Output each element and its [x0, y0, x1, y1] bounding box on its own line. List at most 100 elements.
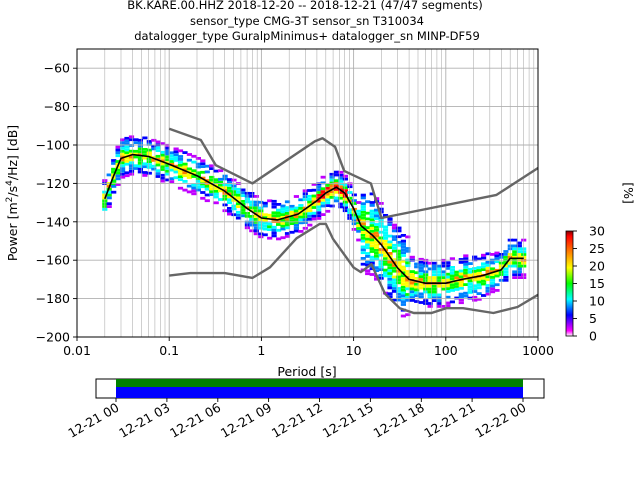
histogram-cell: [516, 256, 522, 259]
histogram-cell: [142, 156, 148, 160]
histogram-cell: [177, 175, 184, 179]
histogram-cell: [142, 171, 148, 174]
histogram-cell: [503, 270, 509, 274]
histogram-cell: [405, 293, 411, 296]
histogram-cell: [440, 261, 447, 265]
histogram-cell: [423, 290, 429, 294]
histogram-cell: [382, 228, 389, 232]
histogram-cell: [191, 175, 197, 178]
histogram-cell: [164, 172, 170, 176]
histogram-cell: [485, 278, 491, 282]
timeline-tick-label: 12-21 12: [269, 400, 325, 441]
histogram-cell: [231, 213, 237, 217]
histogram-cell: [289, 204, 295, 208]
histogram-cell: [191, 183, 197, 187]
histogram-cell: [155, 160, 161, 164]
histogram-cell: [142, 153, 148, 157]
histogram-cell: [293, 215, 299, 218]
histogram-cell: [262, 201, 268, 205]
histogram-cell: [249, 217, 255, 221]
histogram-cell: [271, 225, 277, 229]
histogram-cell: [489, 253, 496, 256]
histogram-cell: [231, 184, 237, 188]
histogram-cell: [391, 223, 398, 227]
histogram-cell: [463, 283, 469, 286]
histogram-cell: [177, 155, 184, 158]
histogram-cell: [400, 265, 406, 269]
histogram-cell: [231, 207, 237, 211]
histogram-cell: [382, 274, 389, 278]
histogram-cell: [445, 267, 451, 270]
histogram-cell: [325, 192, 331, 196]
histogram-cell: [137, 159, 143, 162]
histogram-cell: [432, 296, 438, 300]
histogram-cell: [440, 284, 447, 288]
histogram-cell: [146, 163, 152, 166]
histogram-cell: [146, 143, 152, 146]
histogram-cell: [489, 261, 496, 265]
histogram-cell: [231, 198, 237, 202]
histogram-cell: [400, 285, 406, 289]
y-tick-label: −180: [36, 291, 70, 306]
histogram-cell: [423, 270, 429, 274]
histogram-cell: [516, 276, 522, 279]
histogram-cell: [351, 210, 357, 214]
histogram-cell: [235, 205, 242, 208]
histogram-cell: [160, 156, 166, 160]
histogram-cell: [387, 217, 393, 221]
histogram-cell: [356, 224, 362, 227]
histogram-cell: [454, 270, 460, 274]
histogram-cell: [115, 168, 121, 172]
histogram-cell: [369, 212, 375, 216]
histogram-cell: [111, 190, 117, 194]
histogram-cell: [271, 234, 277, 238]
histogram-cell: [489, 284, 496, 288]
histogram-cell: [253, 218, 259, 221]
histogram-cell: [267, 228, 273, 231]
histogram-cell: [454, 282, 460, 285]
histogram-cell: [512, 250, 518, 254]
y-axis-ticks: −60 −80 −100 −120 −140 −160 −180 −200: [36, 61, 77, 345]
histogram-cell: [445, 287, 451, 290]
histogram-cell: [382, 262, 389, 266]
histogram-cell: [369, 215, 375, 219]
histogram-cell: [222, 177, 228, 181]
histogram-cell: [258, 221, 264, 224]
histogram-cell: [476, 257, 482, 261]
histogram-cell: [227, 207, 233, 210]
histogram-cell: [115, 145, 121, 149]
histogram-cell: [458, 275, 464, 279]
histogram-cell: [414, 294, 420, 298]
histogram-cell: [400, 234, 406, 237]
histogram-cell: [445, 304, 451, 308]
histogram-cell: [146, 166, 152, 169]
histogram-cell: [316, 185, 322, 189]
histogram-cell: [400, 274, 406, 278]
histogram-cell: [387, 295, 393, 298]
histogram-cell: [374, 243, 380, 247]
histogram-cell: [445, 272, 451, 276]
histogram-cell: [463, 291, 469, 295]
histogram-cell: [436, 299, 442, 302]
histogram-cell: [307, 189, 313, 192]
histogram-cell: [235, 196, 242, 200]
histogram-cell: [418, 278, 424, 281]
histogram-cell: [382, 251, 389, 255]
histogram-cell: [463, 294, 469, 298]
histogram-cell: [124, 145, 130, 149]
histogram-cell: [503, 273, 509, 276]
histogram-cell: [120, 167, 126, 170]
histogram-cell: [436, 264, 442, 268]
histogram-cell: [347, 185, 353, 189]
histogram-cell: [476, 277, 482, 281]
histogram-cell: [485, 292, 491, 296]
histogram-cell: [365, 252, 371, 255]
histogram-cell: [382, 271, 389, 275]
histogram-cell: [351, 216, 357, 220]
histogram-cell: [209, 190, 215, 194]
histogram-cell: [400, 280, 406, 283]
histogram-cell: [267, 216, 273, 220]
histogram-cell: [240, 214, 246, 218]
histogram-cell: [298, 198, 304, 202]
